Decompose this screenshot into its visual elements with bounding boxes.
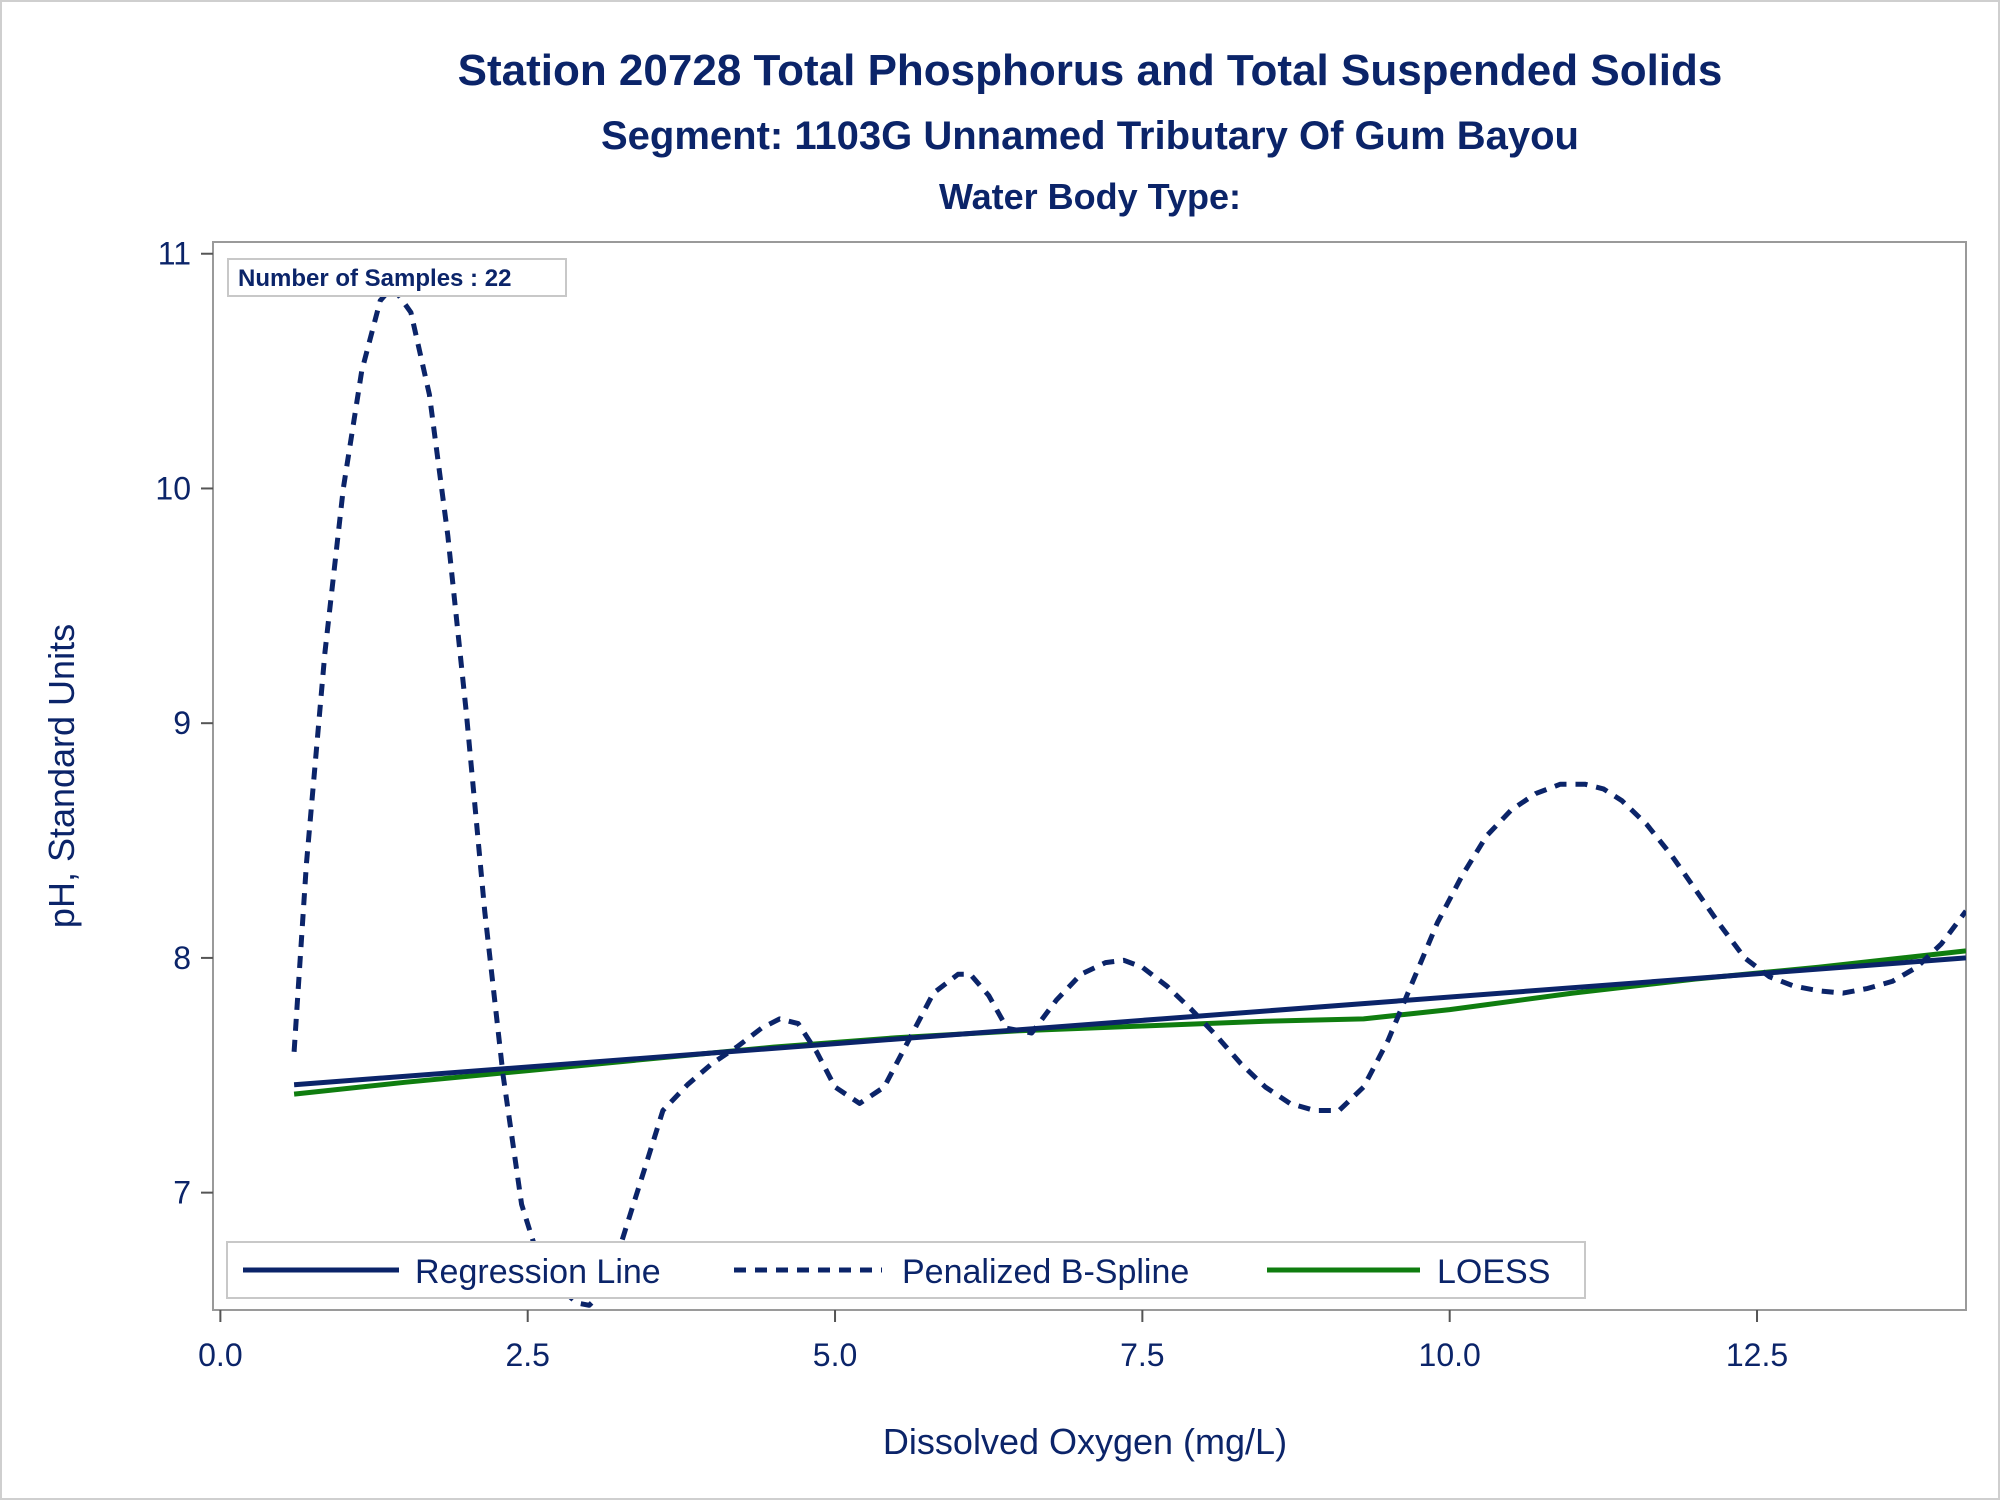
sample-count-box: Number of Samples : 22: [227, 258, 567, 297]
chart-subtitle: Segment: 1103G Unnamed Tributary Of Gum …: [601, 114, 1579, 158]
x-tick-label: 7.5: [1120, 1337, 1164, 1373]
sample-count-label: Number of Samples : 22: [238, 265, 511, 292]
x-axis-label: Dissolved Oxygen (mg/L): [883, 1421, 1287, 1462]
x-tick-label: 2.5: [505, 1337, 549, 1373]
x-axis: 0.0 2.5 5.0 7.5 10.0 12.5: [198, 1310, 1788, 1373]
chart-subtitle-2: Water Body Type:: [939, 176, 1241, 217]
y-tick-label: 10: [155, 470, 191, 506]
x-tick-label: 5.0: [813, 1337, 857, 1373]
plot-area: [212, 241, 1967, 1311]
series-layer: [291, 284, 1966, 1308]
x-tick-label: 10.0: [1419, 1337, 1481, 1373]
y-tick-label: 7: [173, 1175, 191, 1211]
y-tick-label: 9: [173, 705, 191, 741]
y-axis-label: pH, Standard Units: [41, 624, 82, 928]
series-line-penalized-b-spline: [291, 284, 1966, 1308]
y-tick-label: 8: [173, 940, 191, 976]
y-axis: 7 8 9 10 11: [155, 236, 213, 1211]
legend-label-regression-line: Regression Line: [415, 1253, 661, 1291]
y-tick-label: 11: [158, 236, 191, 272]
sample-count-frame: [227, 258, 567, 297]
series-line-regression-line: [293, 955, 1966, 1088]
x-tick-label: 12.5: [1726, 1337, 1788, 1373]
legend-label-penalized-b-spline: Penalized B-Spline: [902, 1253, 1189, 1291]
legend: Regression Line Penalized B-Spline LOESS: [226, 1241, 1586, 1299]
chart-title: Station 20728 Total Phosphorus and Total…: [458, 46, 1723, 95]
x-tick-label: 0.0: [198, 1337, 242, 1373]
legend-label-loess: LOESS: [1437, 1253, 1550, 1291]
